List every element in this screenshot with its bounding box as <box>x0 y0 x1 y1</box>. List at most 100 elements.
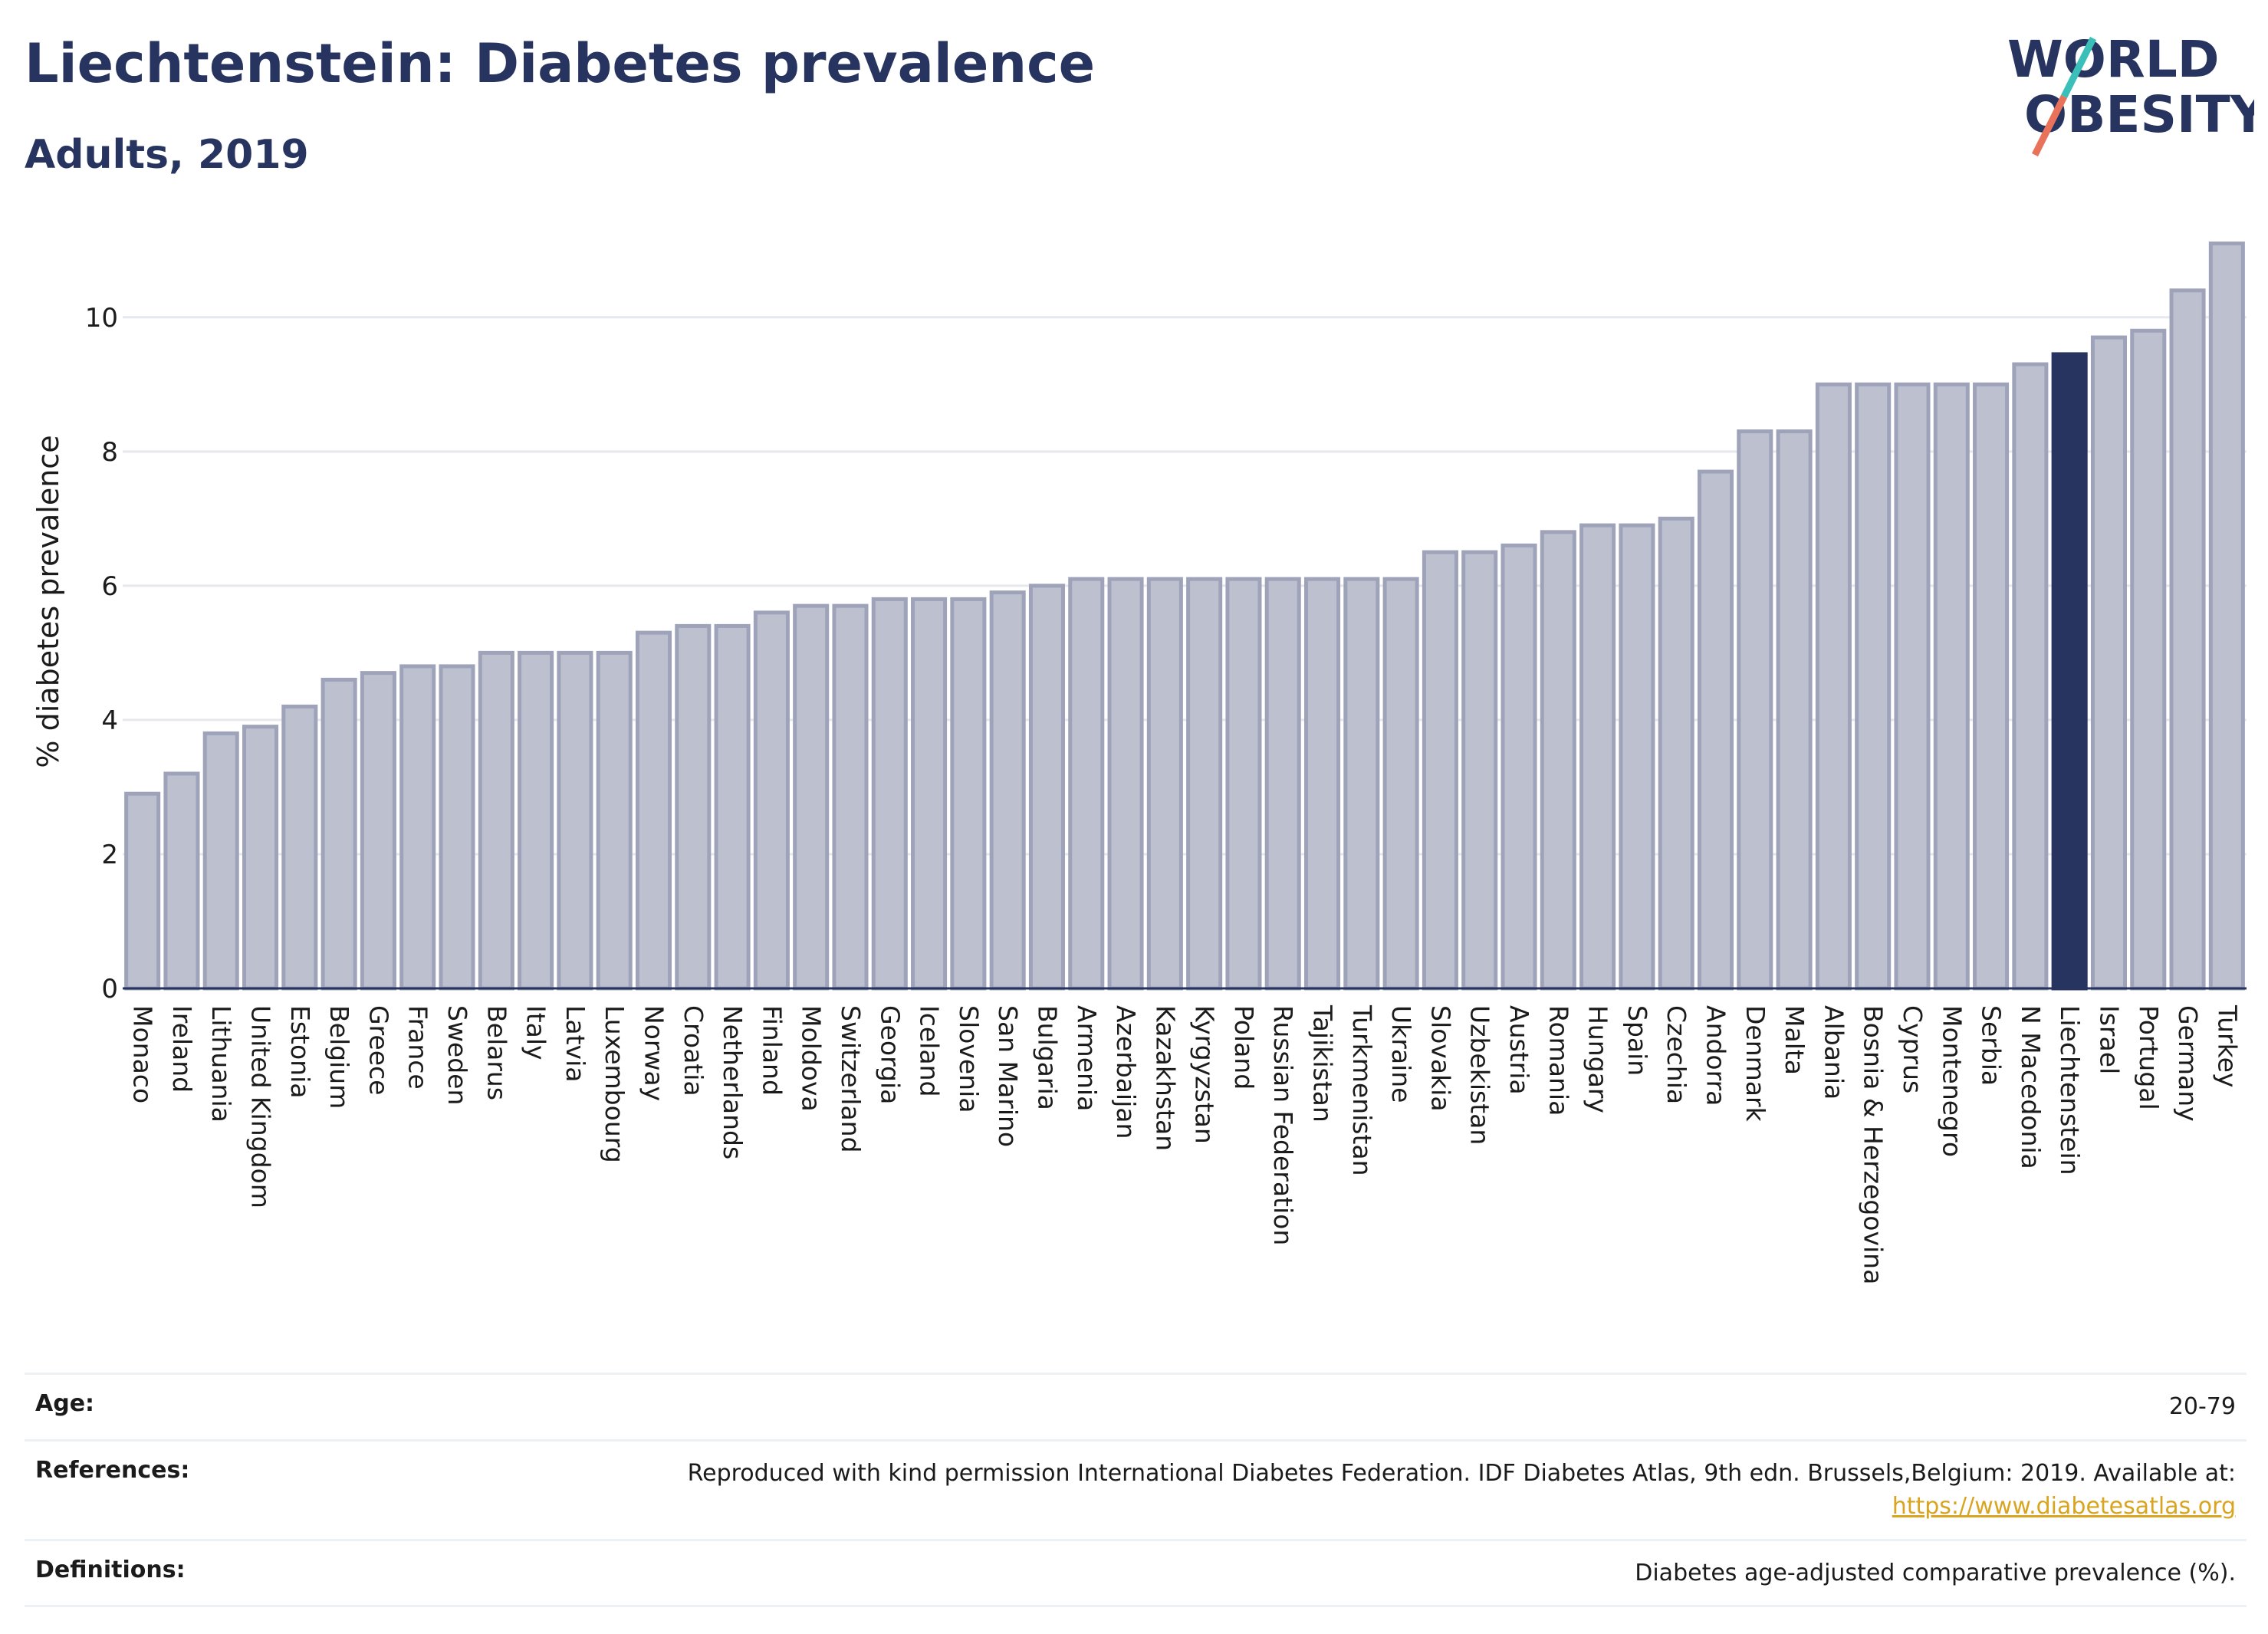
x-tick-label: Italy <box>521 1005 551 1060</box>
bar-malta <box>1776 429 1813 991</box>
x-tick-label: Malta <box>1780 1005 1809 1075</box>
footer-table: Age: 20-79 References: Reproduced with k… <box>25 1373 2247 1607</box>
references-label: References: <box>35 1456 190 1484</box>
bar-monaco <box>124 791 161 991</box>
bar-austria <box>1500 543 1537 991</box>
bar-slovakia <box>1422 550 1458 991</box>
bar-montenegro <box>1933 382 1970 991</box>
x-tick-label: Israel <box>2094 1005 2124 1074</box>
x-tick-label: Austria <box>1504 1005 1534 1095</box>
page-title: Liechtenstein: Diabetes prevalence <box>25 32 1096 95</box>
bar-albania <box>1815 382 1852 991</box>
x-tick-label: Turkey <box>2212 1004 2242 1087</box>
x-tick-label: Liechtenstein <box>2055 1005 2085 1175</box>
bar-ireland <box>163 771 200 991</box>
page-subtitle: Adults, 2019 <box>25 132 309 178</box>
x-tick-label: Finland <box>757 1005 787 1096</box>
bar-cyprus <box>1894 382 1931 991</box>
x-tick-label: Andorra <box>1701 1005 1731 1106</box>
bar-san-marino <box>989 590 1026 991</box>
bar-latvia <box>557 650 593 991</box>
references-text: Reproduced with kind permission Internat… <box>687 1459 2236 1487</box>
bar-azerbaijan <box>1107 577 1144 991</box>
x-tick-label: Norway <box>639 1005 669 1101</box>
age-value: 20-79 <box>2168 1393 2236 1420</box>
bar-hungary <box>1579 523 1616 991</box>
bar-tajikistan <box>1304 577 1341 991</box>
x-tick-label: Ukraine <box>1386 1005 1416 1103</box>
bar-romania <box>1540 530 1576 991</box>
bar-turkmenistan <box>1343 577 1380 991</box>
x-tick-label: Luxembourg <box>600 1005 629 1163</box>
x-tick-label: Belgium <box>324 1005 354 1109</box>
bar-iceland <box>911 597 948 991</box>
bar-spain <box>1619 523 1655 991</box>
x-tick-label: San Marino <box>993 1005 1023 1147</box>
x-tick-label: Latvia <box>560 1005 590 1082</box>
bar-uzbekistan <box>1461 550 1498 991</box>
bar-ukraine <box>1382 577 1419 991</box>
x-tick-label: Ireland <box>167 1005 197 1093</box>
bar-czechia <box>1658 516 1694 991</box>
references-link[interactable]: https://www.diabetesatlas.org <box>1892 1493 2236 1520</box>
bars <box>124 242 2245 991</box>
bar-turkey <box>2208 242 2245 991</box>
bar-belarus <box>478 650 514 991</box>
bar-n-macedonia <box>2012 362 2049 991</box>
bar-moldova <box>793 603 830 991</box>
logo-slash-coral <box>2031 94 2068 157</box>
x-tick-label: Portugal <box>2134 1005 2164 1110</box>
bar-denmark <box>1737 429 1773 991</box>
x-tick-label: Bulgaria <box>1032 1005 1062 1110</box>
x-tick-label: Russian Federation <box>1268 1005 1298 1245</box>
bar-bulgaria <box>1028 584 1065 991</box>
x-tick-label: Netherlands <box>718 1005 748 1159</box>
bar-norway <box>635 630 672 991</box>
x-tick-label: Tajikistan <box>1308 1004 1338 1123</box>
grid-lines <box>123 316 2247 856</box>
x-tick-label: Iceland <box>915 1005 945 1096</box>
bar-netherlands <box>714 623 751 991</box>
bar-israel <box>2090 335 2127 991</box>
bar-estonia <box>281 704 318 991</box>
x-tick-label: Azerbaijan <box>1111 1005 1141 1139</box>
bar-france <box>399 664 436 991</box>
x-tick-label: Serbia <box>1977 1005 2007 1086</box>
bar-andorra <box>1697 469 1734 991</box>
footer-row-references: References: Reproduced with kind permiss… <box>25 1438 2247 1539</box>
bar-liechtenstein <box>2051 352 2088 991</box>
bar-sweden <box>439 664 475 991</box>
x-tick-label: Greece <box>363 1005 393 1095</box>
x-tick-label: Croatia <box>679 1005 708 1096</box>
x-tick-label: Denmark <box>1740 1005 1770 1123</box>
y-tick-label: 10 <box>85 303 118 334</box>
bar-switzerland <box>832 603 869 991</box>
bar-kyrgyzstan <box>1186 577 1223 991</box>
y-tick-label: 8 <box>101 437 118 468</box>
bar-belgium <box>320 677 357 991</box>
bar-finland <box>753 610 790 991</box>
bar-armenia <box>1068 577 1105 991</box>
bar-united-kingdom <box>242 725 279 991</box>
x-tick-label: Germany <box>2173 1005 2203 1122</box>
x-tick-label: Bosnia & Herzegovina <box>1859 1005 1888 1284</box>
bar-luxembourg <box>596 650 633 991</box>
bar-serbia <box>1973 382 2010 991</box>
x-tick-label: Cyprus <box>1898 1005 1928 1093</box>
x-tick-label: Slovakia <box>1425 1005 1455 1112</box>
footer-row-definitions: Definitions: Diabetes age-adjusted compa… <box>25 1538 2247 1607</box>
x-tick-label: Turkmenistan <box>1347 1004 1377 1176</box>
bar-portugal <box>2130 328 2167 991</box>
x-tick-label: Hungary <box>1583 1005 1613 1113</box>
x-tick-label: Georgia <box>875 1005 905 1104</box>
y-tick-label: 4 <box>101 705 118 736</box>
x-tick-label: Estonia <box>285 1005 315 1098</box>
age-label: Age: <box>35 1390 95 1417</box>
x-tick-label: Armenia <box>1072 1005 1102 1111</box>
x-tick-label: Sweden <box>442 1005 472 1105</box>
world-obesity-logo: WORLD OBESITY <box>2007 30 2254 157</box>
bar-croatia <box>675 623 712 991</box>
bar-lithuania <box>202 731 239 991</box>
x-tick-label: Belarus <box>482 1005 511 1100</box>
x-tick-label: United Kingdom <box>246 1005 276 1208</box>
